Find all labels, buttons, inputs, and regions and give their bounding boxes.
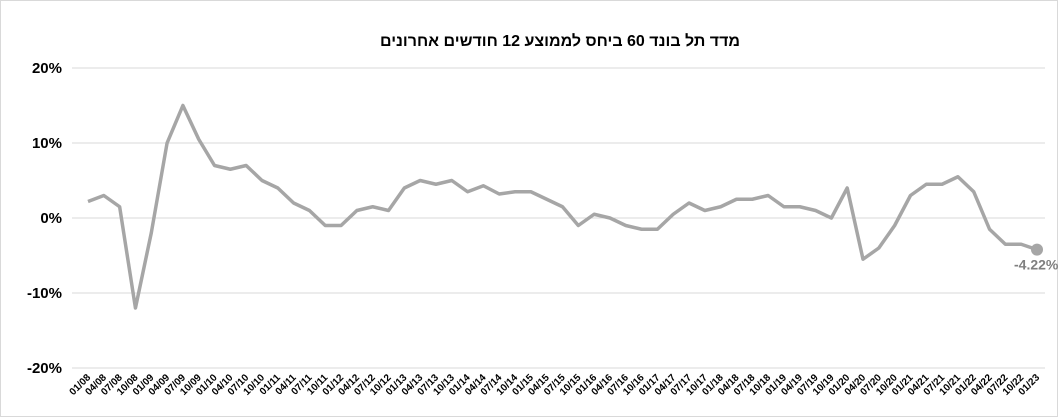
y-tick-label: 0% [40,210,62,227]
y-tick-label: -20% [27,360,62,377]
data-label: -4.22% [1014,257,1058,273]
y-tick-label: 20% [32,60,62,77]
end-point [1031,243,1043,256]
y-tick-label: -10% [27,285,62,302]
data-line [87,103,1038,310]
chart-title: מדד תל בונד 60 ביחס לממוצע 12 חודשים אחר… [380,32,740,50]
y-tick-label: 10% [32,135,62,152]
